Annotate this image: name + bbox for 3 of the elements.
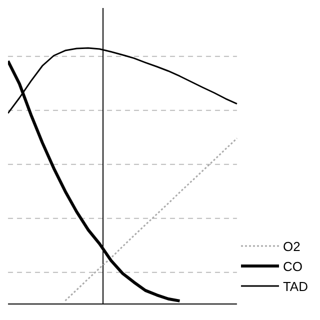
legend-label: TAD bbox=[282, 278, 308, 294]
legend-label: CO bbox=[282, 258, 302, 274]
legend-label: O2 bbox=[282, 238, 300, 254]
